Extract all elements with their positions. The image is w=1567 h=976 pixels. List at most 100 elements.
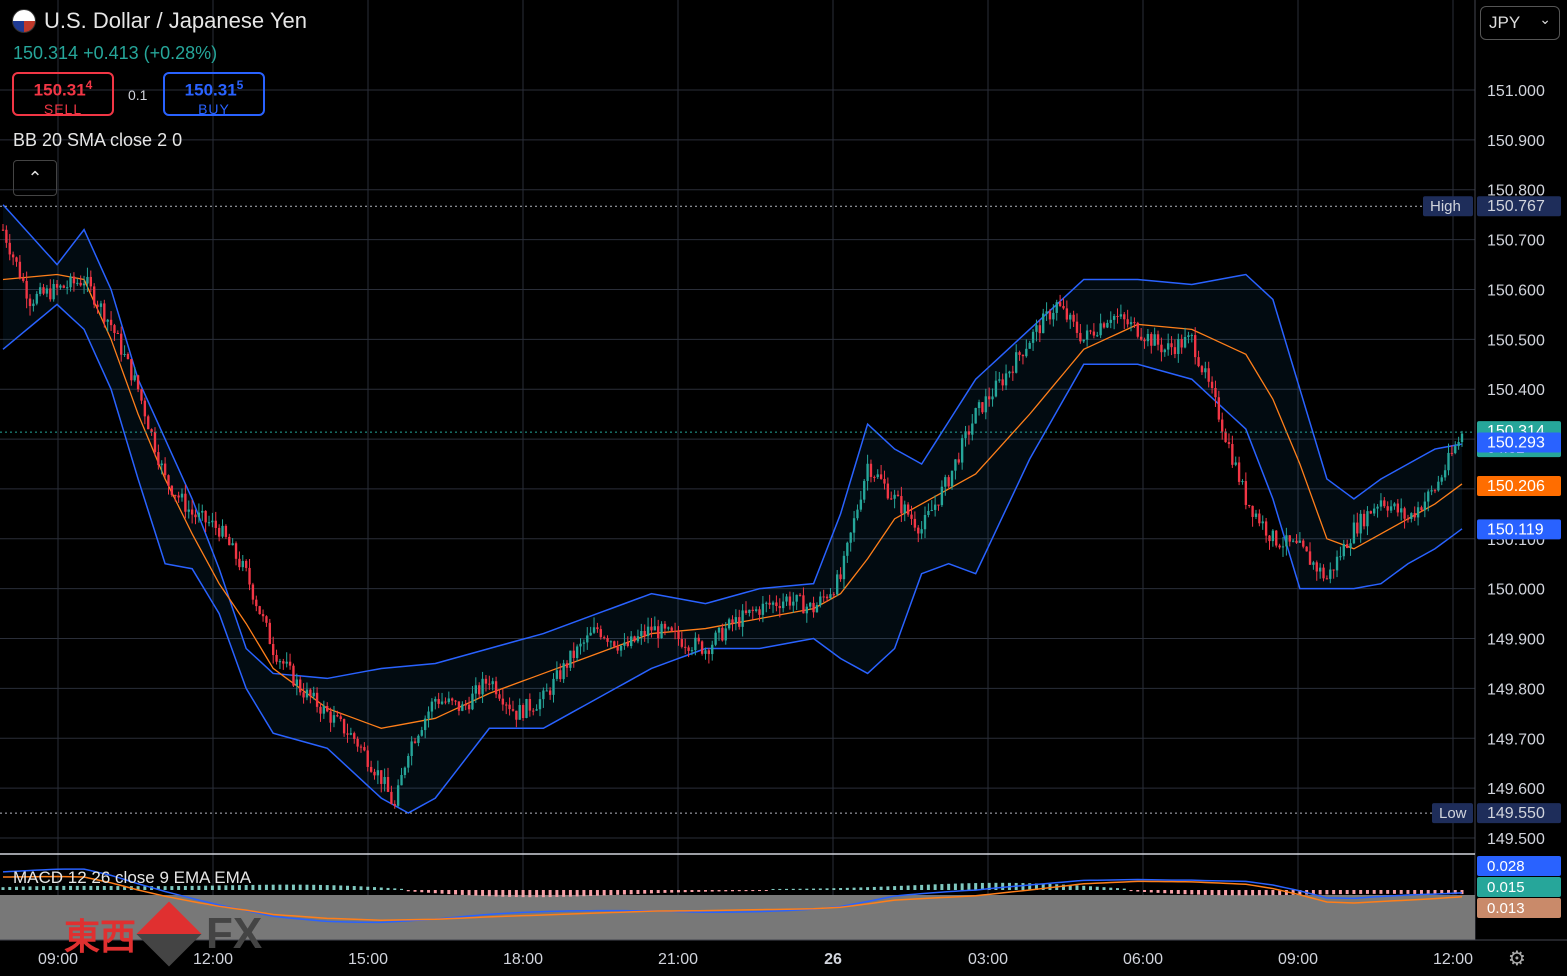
macd-histogram-bar	[724, 890, 728, 892]
candle-body	[1413, 513, 1416, 518]
candle-body	[180, 493, 184, 498]
candle-body	[363, 747, 366, 751]
price-tick-label: 150.400	[1487, 382, 1545, 399]
macd-axis-tag	[1477, 877, 1561, 897]
candle-body	[288, 661, 292, 666]
candle-body	[1275, 530, 1278, 546]
candle-body	[1339, 556, 1342, 558]
macd-histogram-bar	[1129, 890, 1133, 892]
macd-histogram-bar	[116, 886, 120, 890]
macd-histogram-bar	[1318, 890, 1322, 895]
currency-select[interactable]: JPY ⌄	[1480, 6, 1560, 40]
candle-body	[184, 493, 187, 512]
collapse-indicators-button[interactable]: ⌃	[13, 160, 57, 196]
candle-body	[481, 678, 484, 695]
candle-body	[754, 609, 758, 611]
candle-body	[255, 599, 258, 607]
candle-body	[684, 646, 687, 648]
candle-body	[697, 637, 700, 642]
macd-histogram-bar	[339, 885, 343, 890]
buy-button[interactable]: 150.315 BUY	[163, 72, 265, 117]
candle-body	[437, 698, 440, 704]
macd-histogram-bar	[994, 882, 998, 890]
sell-button[interactable]: 150.314 SELL	[12, 72, 114, 117]
macd-indicator-label[interactable]: MACD 12 26 close 9 EMA EMA	[13, 868, 252, 887]
candle-body	[353, 733, 356, 739]
candle-body	[626, 642, 629, 646]
macd-histogram-bar	[508, 890, 512, 897]
candle-body	[606, 638, 609, 642]
candle-body	[373, 771, 376, 776]
macd-histogram-bar	[1392, 890, 1396, 894]
candle-body	[42, 287, 45, 294]
candle-body	[906, 504, 910, 515]
macd-histogram-bar	[8, 886, 12, 890]
candle-body	[201, 510, 204, 513]
candle-body	[535, 709, 538, 711]
candle-body	[1126, 319, 1129, 325]
macd-histogram-bar	[1068, 884, 1072, 890]
candle-body	[805, 606, 808, 614]
candle-body	[866, 463, 869, 481]
macd-histogram-bar	[332, 885, 336, 890]
macd-histogram-bar	[1413, 890, 1417, 894]
macd-histogram-bar	[1203, 890, 1207, 895]
candle-body	[548, 690, 552, 695]
candle-body	[174, 494, 177, 496]
bollinger-indicator-label[interactable]: BB 20 SMA close 2 0	[13, 130, 183, 150]
macd-histogram-bar	[1001, 882, 1005, 890]
candle-body	[532, 710, 535, 712]
macd-histogram-bar	[1352, 890, 1356, 894]
macd-histogram-bar	[1088, 886, 1092, 890]
settings-gear-icon[interactable]: ⚙	[1508, 948, 1526, 970]
candle-body	[1427, 491, 1430, 502]
candle-body	[464, 704, 467, 706]
macd-histogram-bar	[832, 888, 836, 890]
candle-body	[1150, 333, 1153, 346]
watermark-cjk-text: 東西	[64, 916, 137, 957]
macd-histogram-bar	[899, 885, 903, 890]
candle-body	[731, 619, 734, 624]
sell-price: 150.31	[33, 80, 86, 100]
candle-body	[748, 609, 751, 614]
candle-body	[690, 650, 694, 652]
buy-price-pip: 5	[236, 78, 244, 92]
macd-histogram-bar	[1190, 890, 1194, 895]
macd-histogram-bar	[278, 884, 282, 890]
candle-body	[572, 650, 575, 658]
macd-histogram-bar	[980, 882, 984, 890]
candle-body	[1447, 452, 1450, 471]
trade-quantity[interactable]: 0.1	[128, 87, 148, 103]
candle-body	[96, 304, 99, 307]
candle-body	[900, 496, 903, 514]
candle-body	[1423, 501, 1427, 511]
candle-body	[1106, 322, 1109, 328]
candle-body	[771, 602, 775, 605]
candle-body	[319, 706, 322, 714]
candle-body	[802, 595, 805, 614]
price-tick-label: 150.700	[1487, 233, 1545, 250]
macd-histogram-bar	[953, 883, 957, 890]
macd-histogram-bar	[812, 888, 816, 890]
macd-histogram-bar	[454, 890, 458, 895]
macd-histogram-bar	[62, 885, 66, 890]
candle-body	[177, 495, 180, 498]
macd-histogram-bar	[1210, 890, 1214, 896]
macd-histogram-bar	[710, 890, 714, 892]
macd-histogram-bar	[771, 888, 775, 890]
macd-pane: 0.028 0.015 0.013	[0, 856, 1561, 940]
candle-body	[582, 642, 586, 644]
candle-body	[65, 287, 69, 289]
macd-histogram-bar	[312, 884, 316, 890]
candle-body	[1443, 470, 1447, 478]
candle-body	[1335, 556, 1339, 571]
macd-histogram-bar	[1183, 890, 1187, 895]
candle-body	[788, 596, 792, 606]
macd-histogram-bar	[1453, 890, 1457, 895]
candle-body	[400, 774, 403, 786]
candle-body	[913, 518, 917, 528]
candle-body	[126, 353, 130, 360]
macd-histogram-bar	[204, 885, 208, 890]
candle-body	[72, 276, 76, 284]
